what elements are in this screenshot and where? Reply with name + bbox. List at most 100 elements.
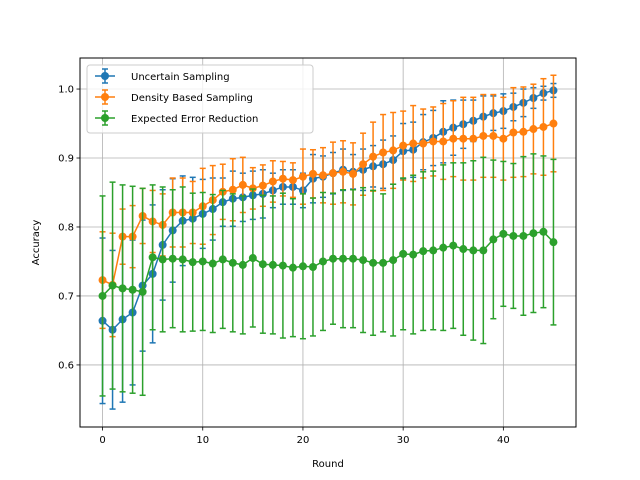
axis-ticks: 0 10 20 30 40 0.6 0.7 0.8 0.9 1.0 (58, 85, 510, 446)
data-point (469, 134, 478, 143)
data-point (389, 256, 398, 265)
y-tick-label: 0.8 (58, 222, 74, 233)
data-point (499, 134, 508, 143)
data-point (228, 185, 237, 194)
data-point (308, 262, 317, 271)
data-point (349, 169, 358, 178)
data-point (268, 177, 277, 186)
data-point (529, 125, 538, 134)
data-point (278, 174, 287, 183)
data-point (539, 122, 548, 131)
y-tick-label: 1.0 (58, 85, 74, 96)
data-point (329, 169, 338, 178)
legend-item: Expected Error Reduction (95, 110, 258, 126)
data-point (499, 229, 508, 238)
data-point (399, 249, 408, 258)
series-expected-error-reduction (98, 153, 558, 397)
data-point (298, 262, 307, 271)
data-point (429, 246, 438, 255)
data-point (218, 255, 227, 264)
x-tick-label: 0 (99, 435, 105, 446)
data-point (349, 254, 358, 263)
data-point (339, 254, 348, 263)
plot-frame (79, 57, 577, 428)
data-point (519, 231, 528, 240)
data-point (158, 255, 167, 264)
data-point (369, 258, 378, 267)
y-tick-label: 0.6 (58, 360, 74, 371)
series-line (102, 231, 554, 297)
data-point (389, 146, 398, 155)
data-point (419, 139, 428, 148)
data-point (318, 257, 327, 266)
data-point (409, 139, 418, 148)
data-point (188, 258, 197, 267)
data-point (288, 176, 297, 185)
legend-label: Expected Error Reduction (131, 114, 258, 125)
legend-marker-swatch (101, 93, 109, 101)
data-point (329, 254, 338, 263)
x-axis-label: Round (312, 459, 344, 470)
x-tick-label: 20 (297, 435, 310, 446)
data-point (489, 131, 498, 140)
data-point (118, 284, 127, 293)
x-tick-label: 40 (497, 435, 510, 446)
data-point (369, 152, 378, 161)
data-point (479, 246, 488, 255)
legend-box (86, 64, 314, 134)
data-point (439, 137, 448, 146)
data-point (539, 227, 548, 236)
data-point (258, 260, 267, 269)
data-point (399, 141, 408, 150)
x-tick-label: 30 (397, 435, 410, 446)
legend: Uncertain Sampling Density Based Sampling… (86, 64, 314, 134)
legend-label: Density Based Sampling (131, 93, 253, 104)
legend-marker-swatch (101, 114, 109, 122)
data-point (379, 148, 388, 157)
legend-item: Density Based Sampling (95, 89, 253, 105)
data-point (359, 160, 368, 169)
y-axis-label: Accuracy (31, 220, 42, 266)
data-point (288, 263, 297, 272)
data-point (198, 257, 207, 266)
data-point (238, 180, 247, 189)
legend-item: Uncertain Sampling (95, 68, 230, 84)
data-point (359, 256, 368, 265)
data-point (439, 243, 448, 252)
data-point (509, 128, 518, 137)
data-point (248, 254, 257, 263)
series-line (102, 122, 554, 287)
data-point (429, 137, 438, 146)
data-point (168, 254, 177, 263)
data-point (509, 231, 518, 240)
data-point (479, 131, 488, 140)
legend-marker-swatch (101, 72, 109, 80)
data-point (208, 259, 217, 268)
data-point (529, 229, 538, 238)
data-point (409, 250, 418, 259)
data-point (298, 172, 307, 181)
data-point (178, 255, 187, 264)
data-point (108, 281, 117, 290)
data-point (339, 167, 348, 176)
data-point (278, 261, 287, 270)
data-point (419, 247, 428, 256)
data-point (308, 169, 317, 178)
data-point (469, 246, 478, 255)
y-tick-label: 0.7 (58, 291, 74, 302)
data-point (268, 260, 277, 269)
data-point (318, 171, 327, 180)
x-tick-label: 10 (196, 435, 209, 446)
data-point (148, 253, 157, 262)
data-point (258, 181, 267, 190)
data-point (519, 127, 528, 136)
data-point (549, 119, 558, 128)
data-point (228, 258, 237, 267)
data-point (98, 291, 107, 300)
series-layer (98, 74, 558, 410)
data-point (379, 258, 388, 267)
data-point (549, 238, 558, 247)
data-point (138, 287, 147, 296)
data-point (459, 134, 468, 143)
